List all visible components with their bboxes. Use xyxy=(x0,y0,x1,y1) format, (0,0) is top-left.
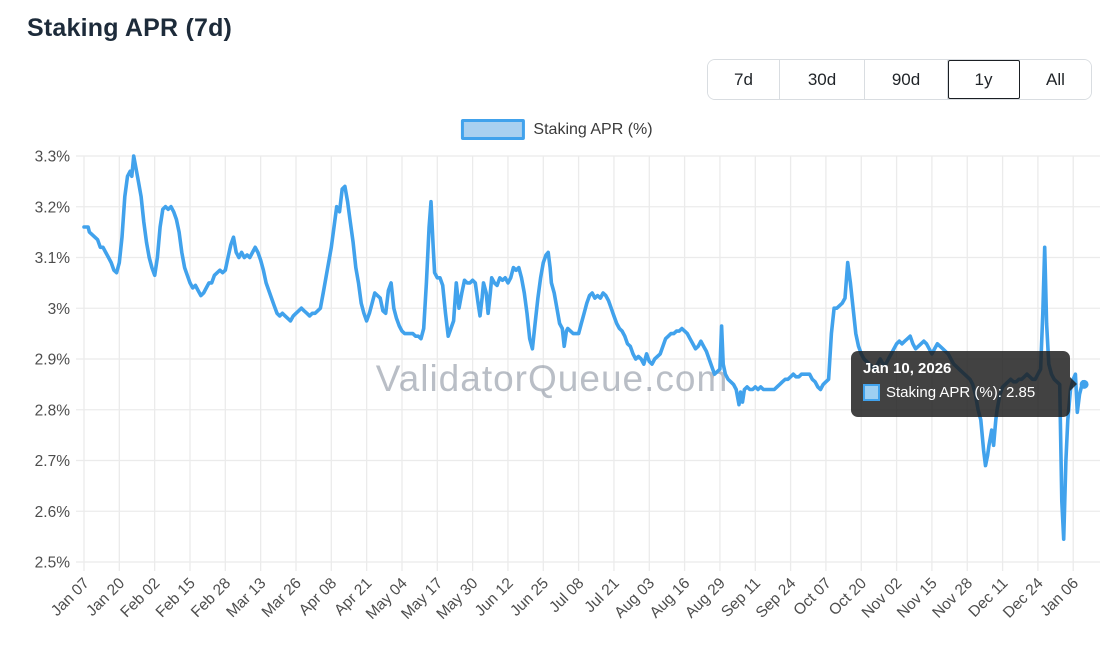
y-axis-label: 3.2% xyxy=(35,199,71,216)
y-axis-label: 3% xyxy=(48,301,71,318)
chart-tooltip: Jan 10, 2026 Staking APR (%): 2.85 xyxy=(851,351,1077,417)
y-axis-label: 3.3% xyxy=(35,149,71,166)
x-axis-label: Jun 25 xyxy=(507,575,552,620)
watermark-text: ValidatorQueue.com xyxy=(376,358,729,399)
x-axis-label: Aug 29 xyxy=(682,575,729,622)
x-axis-label: Jan 07 xyxy=(48,575,93,620)
x-axis-label: Nov 28 xyxy=(929,575,976,622)
y-axis-label: 2.8% xyxy=(35,402,71,419)
tooltip-title: Jan 10, 2026 xyxy=(863,360,952,377)
x-axis-label: Oct 07 xyxy=(790,575,834,619)
range-button-1y[interactable]: 1y xyxy=(948,60,1020,99)
y-axis-label: 2.9% xyxy=(35,352,71,369)
apr-line-series xyxy=(82,154,1086,542)
y-axis-label: 2.5% xyxy=(35,555,71,572)
y-axis-label: 3.1% xyxy=(35,250,71,267)
y-axis-label: 2.7% xyxy=(35,453,71,470)
x-axis-label: Mar 26 xyxy=(259,575,305,621)
chart-legend[interactable]: Staking APR (%) xyxy=(460,119,653,140)
x-axis-label: Jun 12 xyxy=(472,575,517,620)
range-button-90d[interactable]: 90d xyxy=(865,60,948,99)
x-axis-label: Jan 06 xyxy=(1037,575,1082,620)
tooltip-series-marker-icon xyxy=(863,384,880,401)
series-layer xyxy=(82,154,1089,542)
y-axis-label: 2.6% xyxy=(35,504,71,521)
range-button-30d[interactable]: 30d xyxy=(780,60,865,99)
x-axis-label: Jul 08 xyxy=(546,575,587,616)
range-button-7d[interactable]: 7d xyxy=(708,60,780,99)
x-axis-label: Apr 08 xyxy=(296,575,340,619)
time-range-selector: 7d 30d 90d 1y All xyxy=(707,59,1092,100)
x-axis-label: Dec 24 xyxy=(1000,575,1047,622)
active-point xyxy=(1079,379,1089,389)
x-axis-label: Sep 24 xyxy=(753,575,800,622)
range-button-all[interactable]: All xyxy=(1020,60,1091,99)
tooltip-value: Staking APR (%): 2.85 xyxy=(886,384,1036,401)
legend-marker-icon xyxy=(460,119,525,140)
legend-label: Staking APR (%) xyxy=(533,120,653,138)
page-title: Staking APR (7d) xyxy=(27,14,233,42)
